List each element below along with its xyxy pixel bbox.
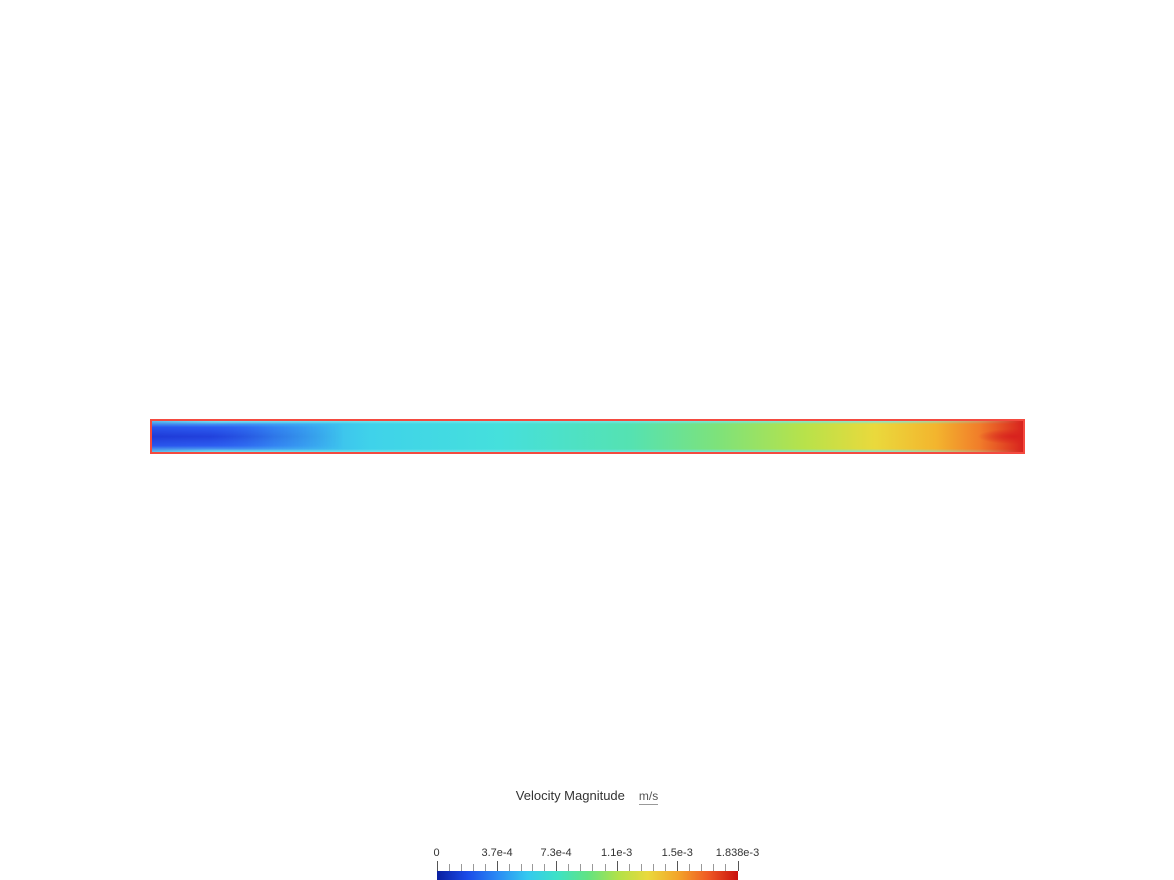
legend-title: Velocity Magnitude — [516, 788, 625, 803]
colorbar-gradient — [437, 871, 738, 880]
channel-heatmap-fill — [152, 421, 1023, 452]
colorbar-minor-tick — [701, 864, 702, 871]
colorbar-minor-tick — [629, 864, 630, 871]
colorbar-minor-tick — [653, 864, 654, 871]
colorbar-tick-line — [677, 861, 678, 871]
colorbar-tick-label: 0 — [433, 847, 439, 859]
colorbar-minor-tick — [532, 864, 533, 871]
legend-title-row: Velocity Magnitude m/s — [418, 788, 756, 805]
colorbar-tick-label: 1.5e-3 — [662, 847, 693, 859]
colorbar-tick-label: 1.838e-3 — [716, 847, 759, 859]
channel-wall-overlay — [152, 421, 1023, 452]
colorbar-minor-tick — [605, 864, 606, 871]
colorbar-minor-tick — [568, 864, 569, 871]
colorbar-minor-tick — [713, 864, 714, 871]
channel-heatmap — [150, 419, 1025, 454]
colorbar-minor-tick — [665, 864, 666, 871]
colorbar-tick-label: 1.1e-3 — [601, 847, 632, 859]
colorbar-tick-line — [497, 861, 498, 871]
colorbar-minor-tick — [689, 864, 690, 871]
legend-unit: m/s — [639, 789, 658, 805]
colorbar-tick-line — [437, 861, 438, 871]
colorbar-minor-tick — [641, 864, 642, 871]
colorbar-minor-tick — [509, 864, 510, 871]
colorbar-minor-tick — [592, 864, 593, 871]
colorbar-minor-tick — [544, 864, 545, 871]
colorbar-legend: Velocity Magnitude m/s 0 3.7e-4 7.3e-4 1.1e… — [418, 788, 756, 880]
colorbar-minor-tick — [725, 864, 726, 871]
colorbar-minor-tick — [473, 864, 474, 871]
colorbar-tick-label: 3.7e-4 — [481, 847, 512, 859]
colorbar-minor-tick — [449, 864, 450, 871]
colorbar-tick-line — [738, 861, 739, 871]
colorbar-tick-label: 7.3e-4 — [540, 847, 571, 859]
colorbar-tick-line — [617, 861, 618, 871]
colorbar-minor-tick — [580, 864, 581, 871]
colorbar-minor-tick — [485, 864, 486, 871]
colorbar-minor-tick — [461, 864, 462, 871]
colorbar-tick-line — [556, 861, 557, 871]
colorbar-minor-tick — [521, 864, 522, 871]
legend-scale: 03.7e-47.3e-41.1e-31.5e-31.838e-3 — [426, 811, 749, 880]
